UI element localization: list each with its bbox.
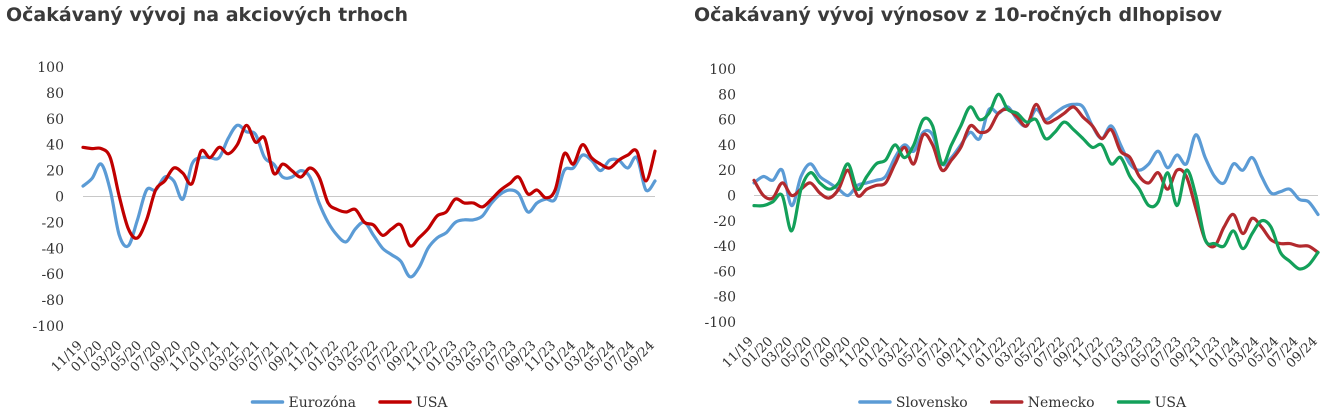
series-line-usa [81, 123, 657, 248]
bond-yield-expectations-chart: Očakávaný vývoj výnosov z 10-ročných dlh… [668, 0, 1336, 420]
y-tick-label: 100 [37, 60, 64, 76]
y-tick-label: -60 [41, 267, 64, 283]
y-tick-label: 60 [46, 112, 64, 128]
y-tick-label: -100 [705, 315, 736, 331]
y-tick-label: 40 [46, 138, 64, 154]
y-tick-label: 80 [46, 86, 64, 102]
chart-title: Očakávaný vývoj výnosov z 10-ročných dlh… [694, 4, 1223, 26]
legend-label: Slovensko [896, 395, 968, 411]
series-line-euroz-na [81, 123, 657, 279]
y-tick-label: 60 [718, 113, 736, 129]
y-tick-label: -80 [713, 290, 736, 306]
chart-title: Očakávaný vývoj na akciových trhoch [6, 4, 409, 26]
y-tick-label: 80 [718, 87, 736, 103]
y-tick-label: -60 [713, 264, 736, 280]
y-tick-label: -20 [713, 214, 736, 230]
y-tick-label: 20 [718, 163, 736, 179]
y-tick-label: 0 [55, 190, 64, 206]
legend-label: Eurozóna [288, 395, 356, 411]
y-tick-label: -40 [713, 239, 736, 255]
legend-label: USA [1155, 395, 1187, 411]
y-tick-label: -20 [41, 215, 64, 231]
series-line-nemecko [752, 102, 1320, 254]
y-tick-label: -100 [33, 319, 64, 335]
y-tick-label: 20 [46, 164, 64, 180]
series-line-slovensko [752, 102, 1320, 217]
y-tick-label: -40 [41, 241, 64, 257]
bond-chart-svg: 100806040200-20-40-60-80-10011/1901/2003… [705, 62, 1321, 411]
equity-chart-svg: 100806040200-20-40-60-80-10011/1901/2003… [33, 60, 658, 411]
y-tick-label: -80 [41, 293, 64, 309]
y-tick-label: 40 [718, 138, 736, 154]
legend: Eurozóna USA [250, 395, 448, 411]
y-tick-label: 0 [727, 189, 736, 205]
series-line-usa [752, 92, 1320, 271]
y-tick-label: 100 [709, 62, 736, 78]
equity-expectations-chart: Očakávaný vývoj na akciových trhoch 100 8… [6, 4, 658, 411]
legend: Slovensko Nemecko USA [858, 395, 1187, 411]
legend-label: Nemecko [1028, 395, 1095, 411]
legend-label: USA [416, 395, 448, 411]
